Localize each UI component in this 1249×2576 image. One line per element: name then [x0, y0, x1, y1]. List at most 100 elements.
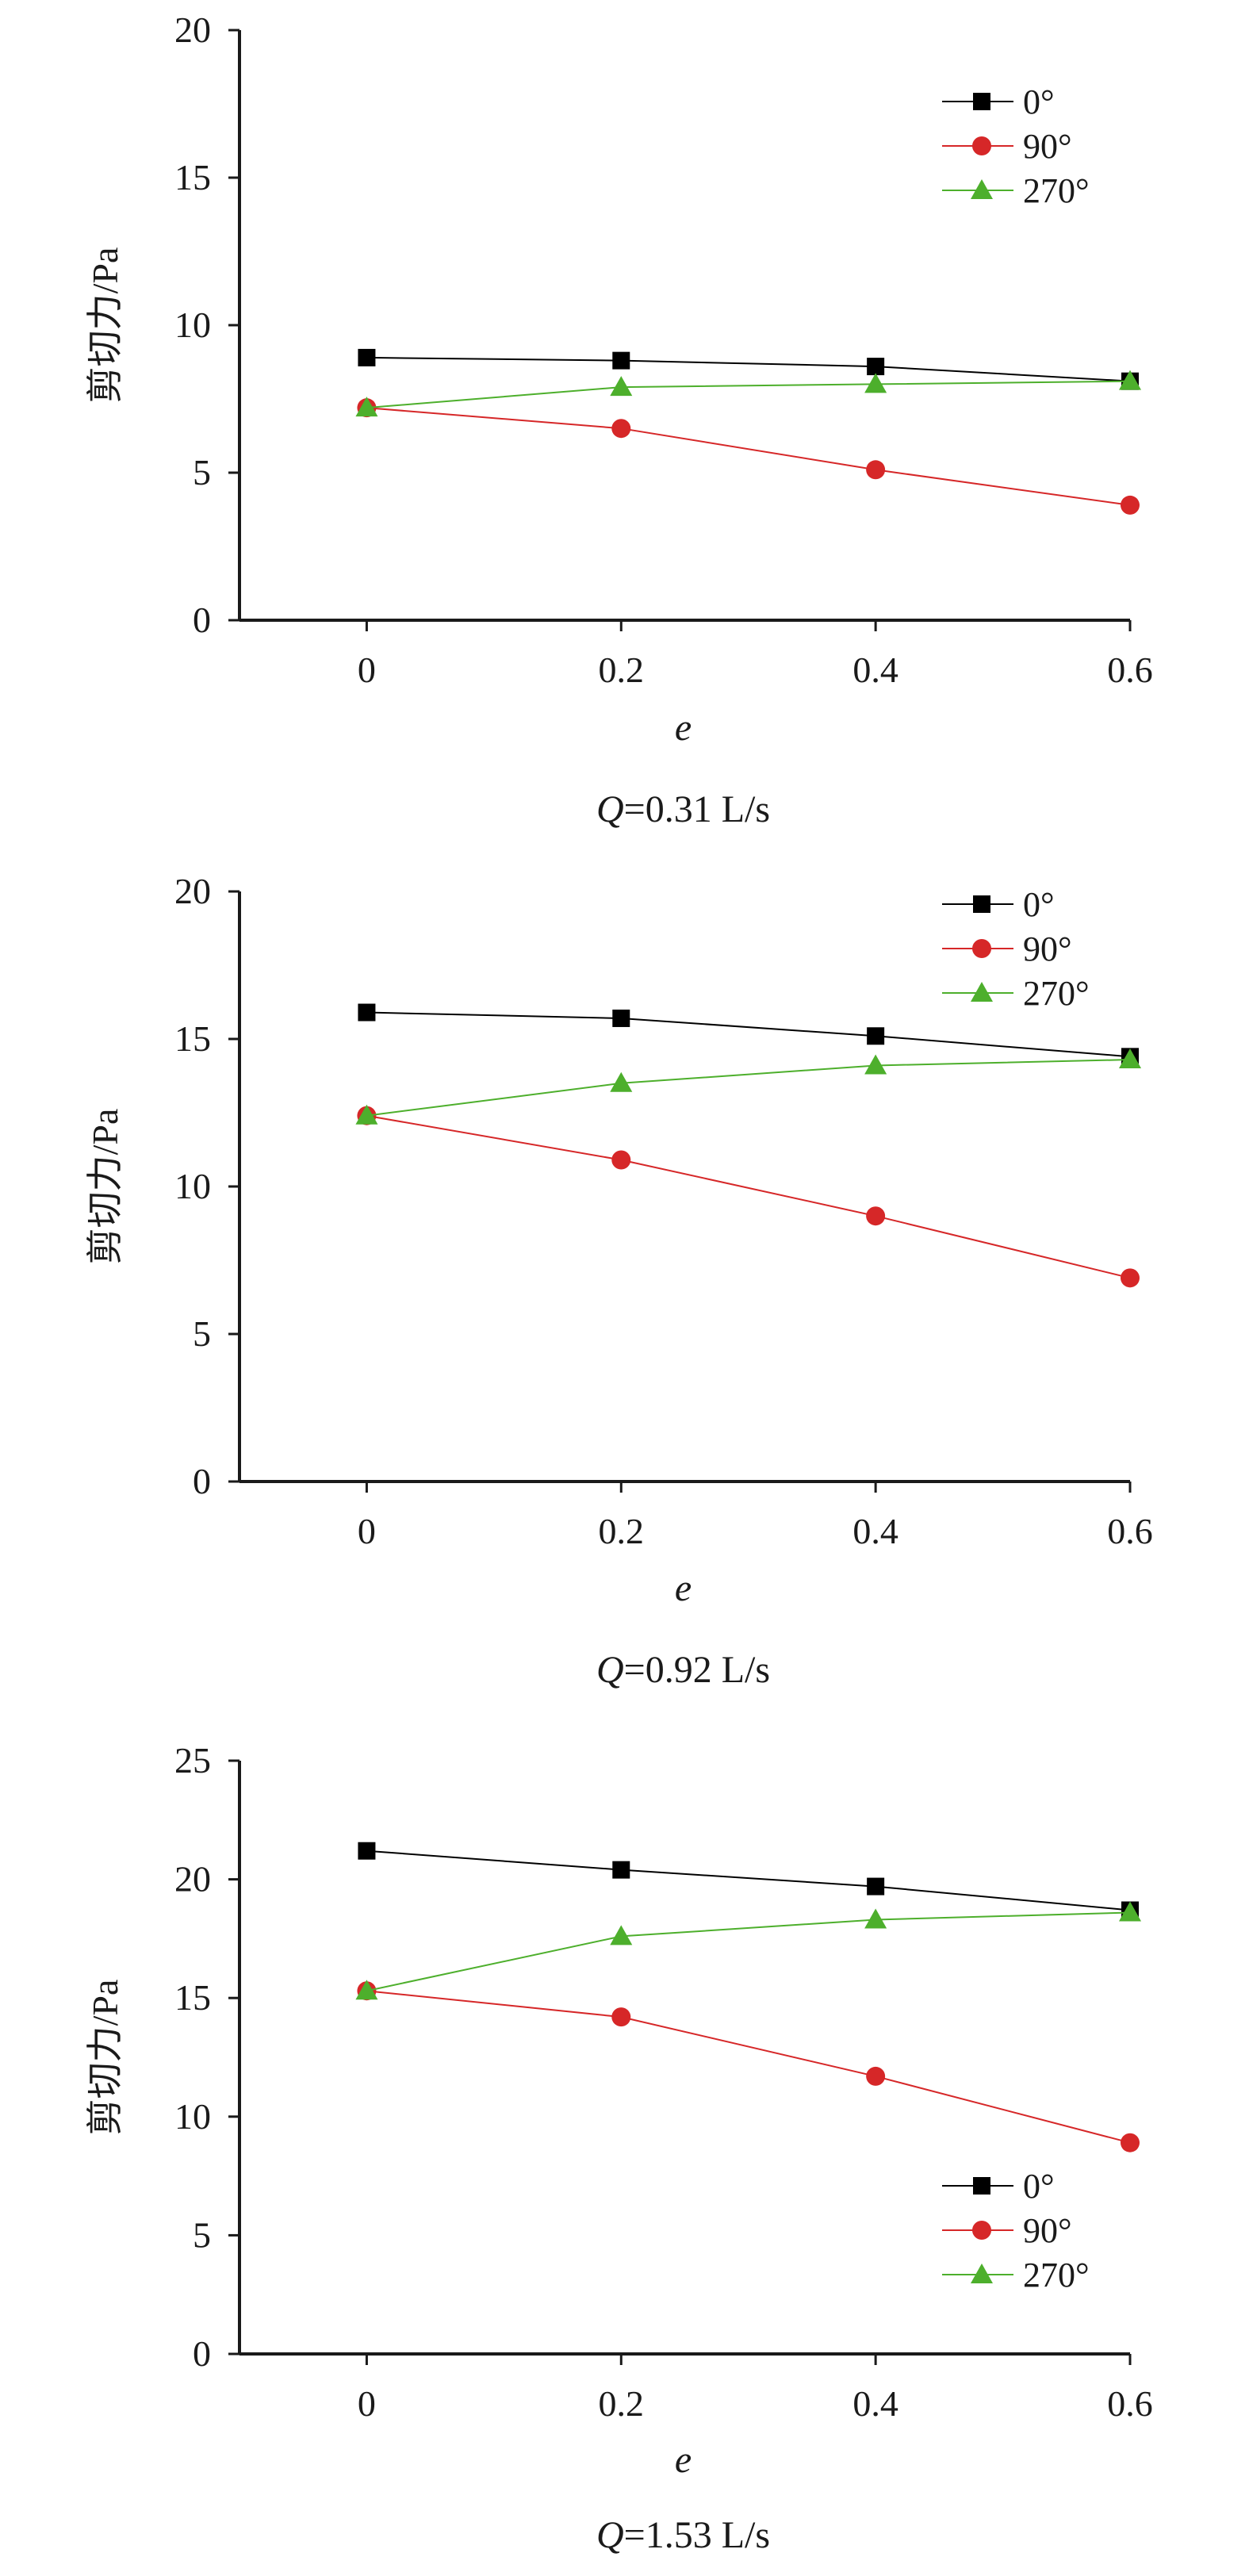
y-tick-label: 20 — [174, 1859, 211, 1899]
legend-label: 90° — [1023, 127, 1072, 166]
y-tick-label: 20 — [174, 871, 211, 911]
x-tick-label: 0.6 — [1107, 1511, 1153, 1551]
series-line-1 — [366, 1850, 1131, 1911]
legend-marker — [971, 982, 993, 1002]
caption-variable: Q — [596, 1649, 624, 1691]
data-point — [610, 1071, 633, 1092]
series-line-2 — [366, 407, 1131, 506]
y-tick-label: 20 — [174, 10, 211, 50]
data-point — [866, 1206, 886, 1226]
caption-variable: Q — [596, 788, 624, 830]
data-point — [611, 1150, 631, 1170]
series-line-3 — [366, 1911, 1131, 1992]
y-tick-label: 15 — [174, 1977, 211, 2018]
data-point — [1121, 495, 1140, 515]
data-point — [866, 2066, 886, 2086]
data-point — [867, 1877, 885, 1896]
y-tick-label: 5 — [193, 2214, 211, 2255]
data-point — [358, 348, 376, 366]
caption-value: =0.31 L/s — [624, 788, 770, 830]
series-line-1 — [366, 356, 1131, 382]
y-tick-label: 25 — [174, 1740, 211, 1781]
series-line-3 — [366, 380, 1131, 409]
legend-marker — [973, 2177, 990, 2195]
panel-caption: Q=0.92 L/s — [596, 1649, 770, 1691]
data-point — [867, 1027, 885, 1045]
data-point — [358, 1842, 376, 1860]
legend-marker — [972, 136, 991, 155]
y-tick-label: 0 — [193, 600, 211, 640]
legend-marker — [973, 93, 990, 110]
legend: 0° 90° 270° — [942, 885, 1090, 1013]
data-point — [355, 1104, 378, 1125]
data-point — [610, 376, 633, 397]
legend-marker — [971, 179, 993, 199]
x-axis-label: e — [675, 707, 692, 749]
series-line-2 — [366, 1114, 1131, 1279]
series-line-3 — [366, 1059, 1131, 1117]
y-tick-label: 15 — [174, 157, 211, 197]
x-axis-label: e — [675, 2439, 692, 2481]
chart-panel-1: 0 5 10 15 20 0 0.2 0.4 0.6 剪切力/Pa e Q=0.31 L/s 0° 90°… — [85, 10, 1153, 830]
x-tick-label: 0.6 — [1107, 2383, 1153, 2424]
legend-label: 0° — [1023, 885, 1055, 924]
data-point — [864, 373, 887, 393]
chart-panel-3: 0 5 10 15 20 25 0 0.2 0.4 0.6 剪切力/Pa e Q=1.53 L/s 0° 9… — [85, 1740, 1153, 2556]
legend-label: 270° — [1023, 171, 1090, 210]
data-point — [864, 1908, 887, 1929]
legend-marker — [972, 939, 991, 958]
data-point — [355, 1980, 378, 2000]
x-tick-label: 0.4 — [852, 1511, 898, 1551]
x-tick-label: 0 — [358, 2383, 376, 2424]
data-point — [1119, 370, 1141, 390]
data-point — [864, 1054, 887, 1075]
y-axis-label: 剪切力/Pa — [85, 247, 125, 404]
y-axis-label: 剪切力/Pa — [85, 1109, 125, 1265]
data-point — [866, 460, 886, 480]
data-point — [867, 358, 885, 376]
data-point — [1121, 1268, 1140, 1288]
x-tick-label: 0.2 — [599, 1511, 645, 1551]
legend-marker — [973, 895, 990, 913]
legend-label: 0° — [1023, 2167, 1055, 2206]
caption-variable: Q — [596, 2514, 624, 2556]
panel-caption: Q=0.31 L/s — [596, 788, 770, 830]
data-point — [1119, 1048, 1141, 1069]
y-tick-label: 15 — [174, 1018, 211, 1059]
y-tick-label: 0 — [193, 2333, 211, 2374]
legend-label: 0° — [1023, 82, 1055, 121]
y-tick-label: 5 — [193, 452, 211, 493]
data-point — [612, 1861, 630, 1879]
x-tick-label: 0.2 — [599, 2383, 645, 2424]
x-tick-label: 0.2 — [599, 650, 645, 690]
legend-label: 90° — [1023, 930, 1072, 968]
data-point — [611, 2007, 631, 2027]
caption-value: =0.92 L/s — [624, 1649, 770, 1691]
legend: 0° 90° 270° — [942, 2167, 1090, 2294]
legend-marker — [971, 2264, 993, 2283]
y-tick-label: 10 — [174, 1166, 211, 1206]
legend-label: 90° — [1023, 2211, 1072, 2250]
y-tick-label: 10 — [174, 305, 211, 345]
data-point — [358, 1003, 376, 1022]
data-point — [610, 1925, 633, 1945]
y-tick-label: 10 — [174, 2096, 211, 2137]
data-point — [1121, 2133, 1140, 2152]
legend-label: 270° — [1023, 2256, 1090, 2294]
x-tick-label: 0.4 — [852, 2383, 898, 2424]
y-axis-label: 剪切力/Pa — [85, 1980, 125, 2136]
data-point — [1119, 1901, 1141, 1922]
x-axis-label: e — [675, 1567, 692, 1609]
panel-caption: Q=1.53 L/s — [596, 2514, 770, 2556]
x-tick-label: 0 — [358, 1511, 376, 1551]
chart-panel-2: 0 5 10 15 20 0 0.2 0.4 0.6 剪切力/Pa e Q=0.92 L/s 0° 90°… — [85, 871, 1153, 1691]
legend-label: 270° — [1023, 974, 1090, 1013]
caption-value: =1.53 L/s — [624, 2514, 770, 2556]
data-point — [611, 419, 631, 439]
x-tick-label: 0.4 — [852, 650, 898, 690]
legend-marker — [972, 2221, 991, 2240]
data-point — [612, 351, 630, 370]
series-line-2 — [366, 1990, 1131, 2144]
legend: 0° 90° 270° — [942, 82, 1090, 210]
